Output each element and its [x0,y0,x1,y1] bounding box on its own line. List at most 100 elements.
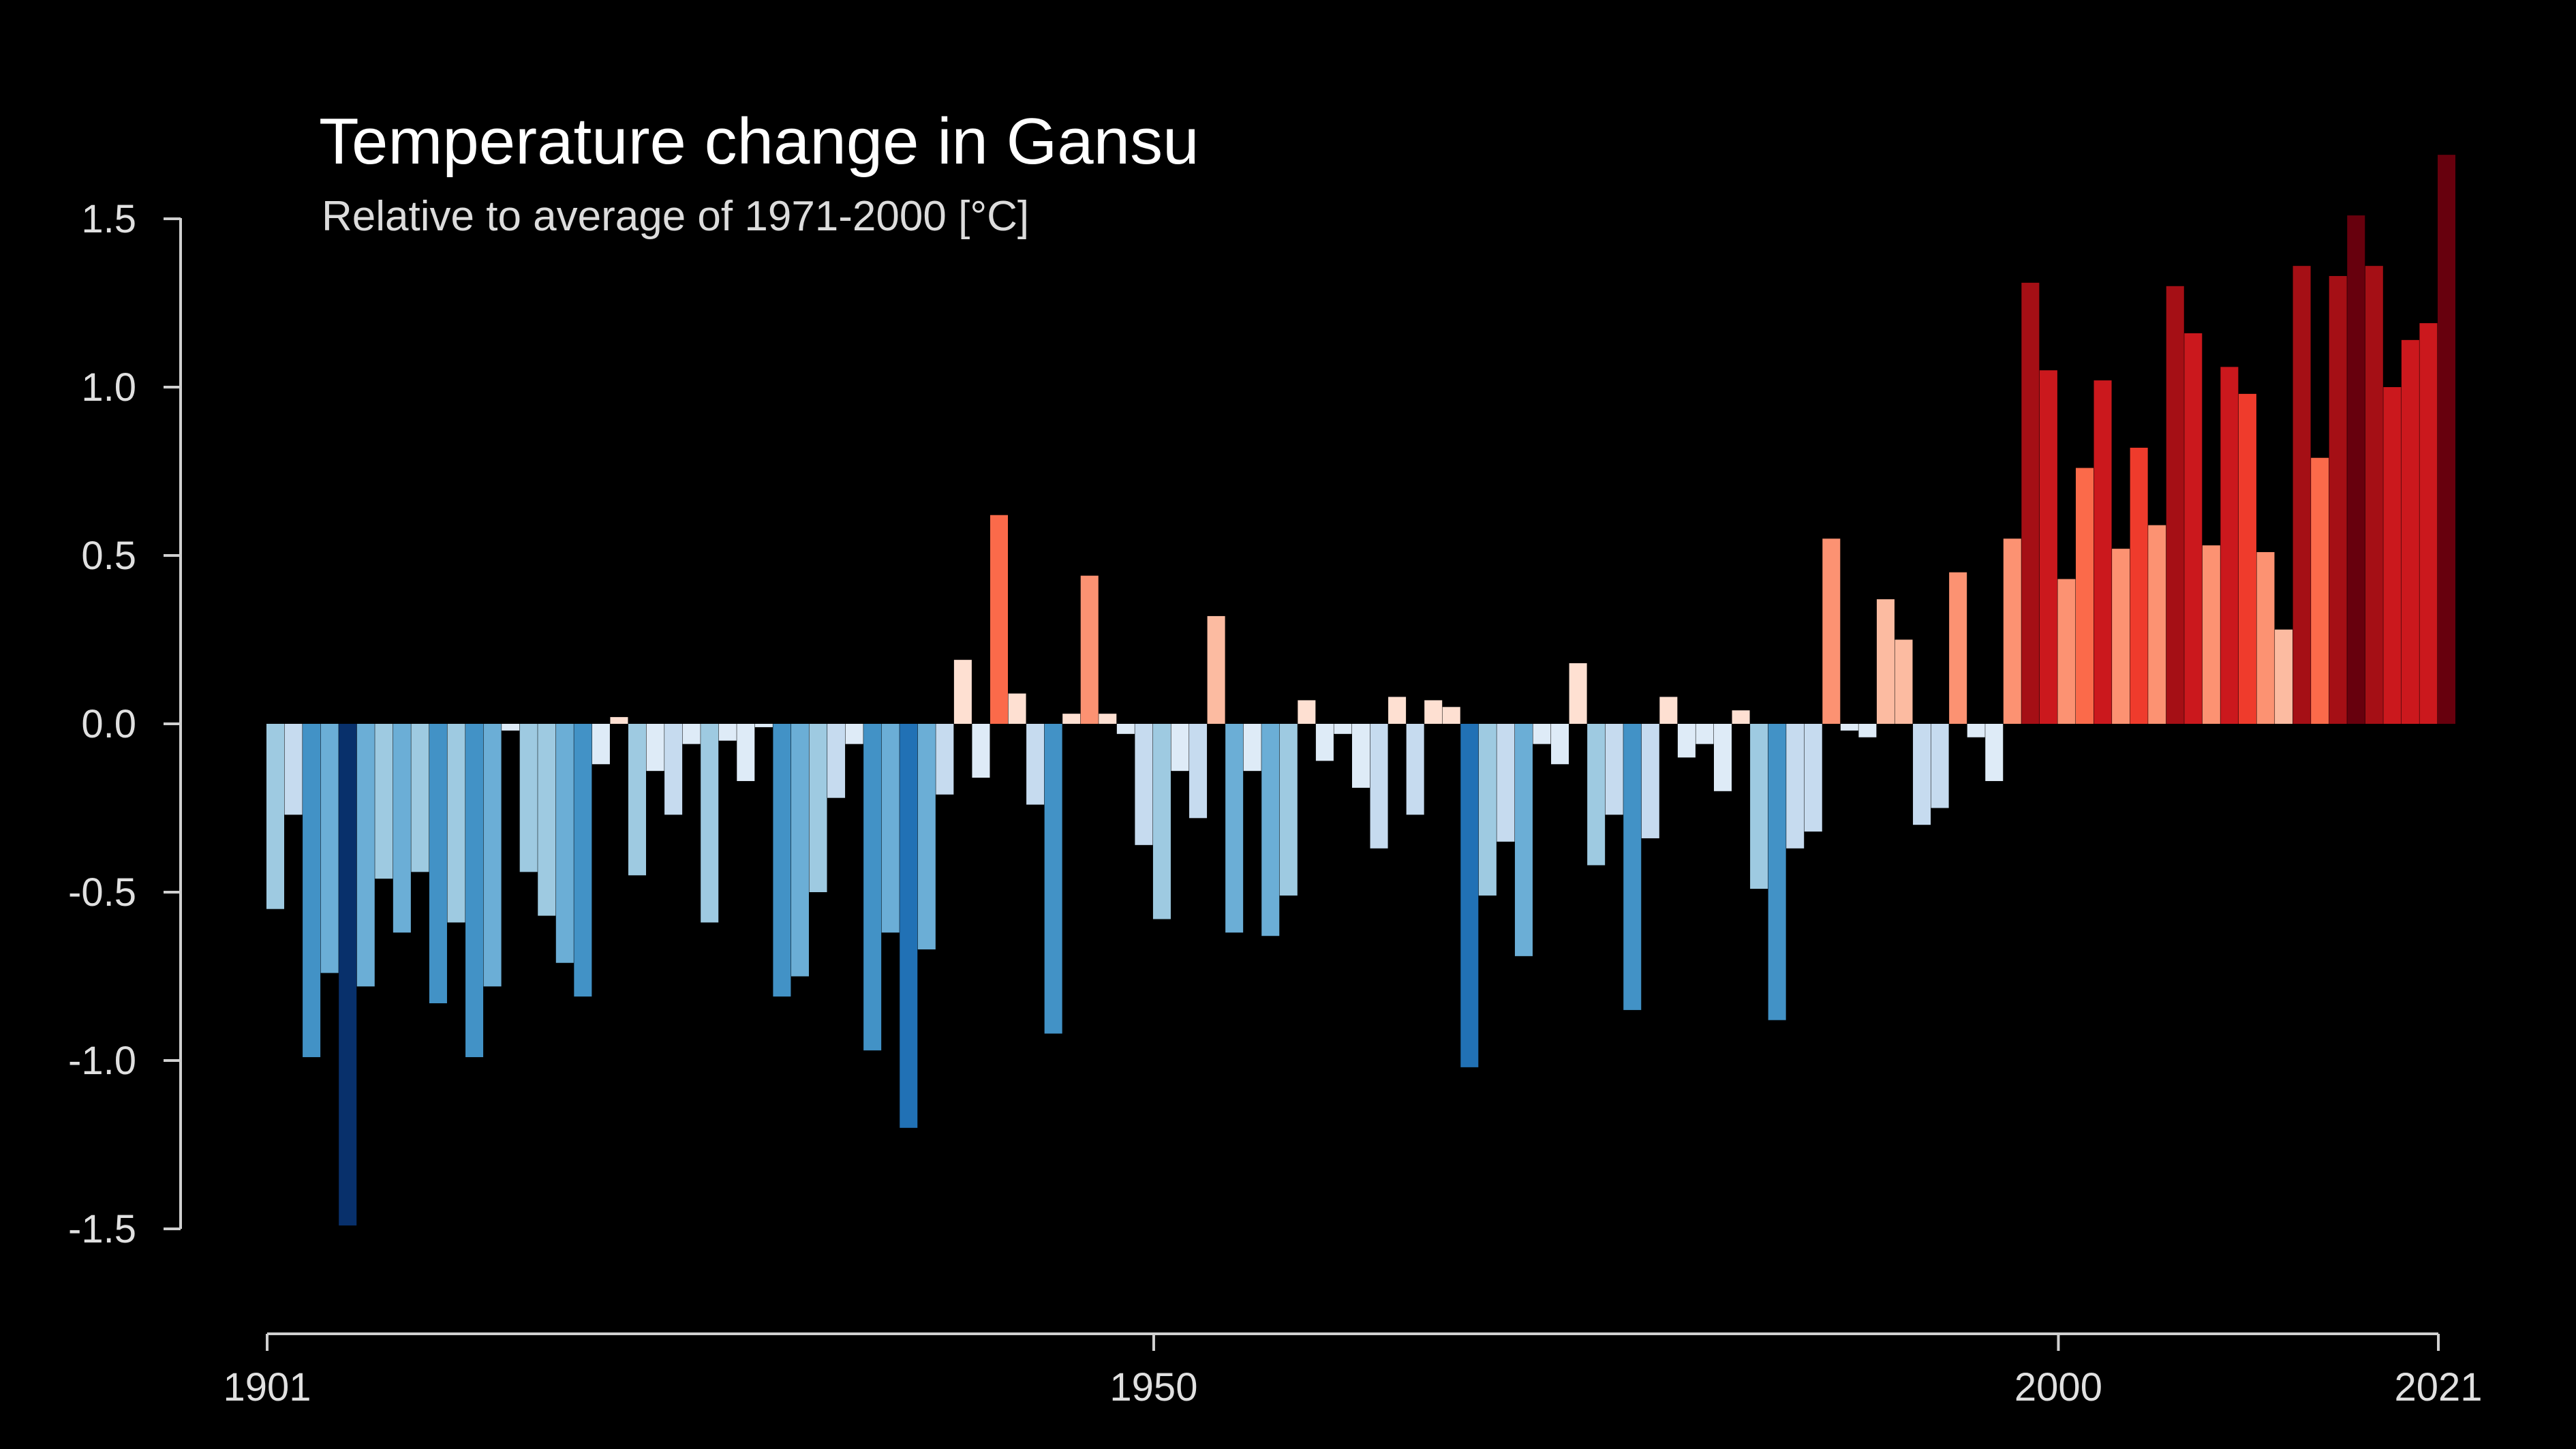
bar-1972 [1551,724,1569,765]
bar-1981 [1713,724,1732,791]
bar-1960 [1334,724,1352,734]
bar-1929 [773,724,791,997]
bar-1974 [1587,724,1606,866]
bar-2016 [2347,215,2365,724]
bar-1963 [1388,697,1407,724]
bar-2019 [2401,339,2419,724]
bar-1984 [1768,724,1786,1020]
bar-1912 [465,724,484,1058]
bar-1932 [827,724,846,798]
bar-1999 [2039,370,2057,724]
chart-subtitle: Relative to average of 1971-2000 [°C] [322,193,1029,240]
bar-2005 [2148,525,2166,724]
bar-1991 [1895,639,1913,724]
bar-1911 [447,724,465,923]
bar-1917 [555,724,574,963]
bar-2020 [2419,323,2438,724]
bar-1914 [502,724,520,731]
bar-1985 [1786,724,1805,849]
bar-1956 [1261,724,1280,936]
bar-1927 [737,724,755,781]
bar-1942 [1008,693,1026,724]
bar-1921 [628,724,647,876]
bar-2011 [2256,552,2275,724]
bar-1998 [2021,282,2040,724]
chart-title: Temperature change in Gansu [319,105,1199,178]
bar-1916 [538,724,556,916]
bar-1931 [809,724,827,892]
bar-1986 [1804,724,1822,832]
y-axis-ticks: 1.5 1.0 0.5 0.0 -0.5 -1.0 -1.5 [68,197,181,1251]
bar-1947 [1099,714,1117,724]
bar-1936 [900,724,918,1128]
x-axis-ticks: 1901 1950 2000 2021 [223,1334,2483,1409]
bars-group [266,155,2456,1226]
bar-2001 [2075,468,2094,724]
bar-1959 [1315,724,1334,761]
x-tick-label: 2000 [2014,1365,2102,1409]
bar-1906 [356,724,375,987]
bar-2010 [2238,393,2256,724]
bar-1979 [1677,724,1696,758]
bar-1968 [1478,724,1497,896]
bar-1957 [1279,724,1298,896]
bar-2017 [2365,266,2383,724]
bar-1941 [990,515,1009,724]
bar-2006 [2166,286,2184,724]
bar-1928 [754,724,773,727]
bar-1910 [429,724,447,1004]
bar-1982 [1732,710,1750,724]
bar-1949 [1135,724,1153,845]
bar-1988 [1840,724,1858,731]
bar-2007 [2184,333,2203,724]
bar-1937 [917,724,936,949]
x-tick-label: 1950 [1109,1365,1197,1409]
bar-1922 [646,724,664,772]
bar-1943 [1026,724,1045,805]
bar-2021 [2437,155,2456,724]
bar-1919 [592,724,610,765]
bar-1955 [1243,724,1261,772]
bar-1994 [1949,572,1967,724]
bar-2015 [2329,275,2347,724]
bar-1983 [1750,724,1768,889]
bar-1987 [1822,538,1841,724]
bar-2004 [2130,447,2148,724]
bar-1958 [1298,700,1316,724]
bar-1961 [1351,724,1370,788]
bar-1908 [393,724,411,933]
bar-1934 [863,724,882,1051]
bar-1924 [682,724,701,744]
x-tick-label: 1901 [223,1365,311,1409]
y-tick-label: 1.0 [81,365,136,410]
bar-2012 [2275,629,2293,724]
bar-1945 [1062,714,1081,724]
x-tick-label: 2021 [2394,1365,2482,1409]
bar-1970 [1514,724,1533,956]
bar-1903 [303,724,321,1058]
bar-1905 [339,724,357,1226]
bar-2003 [2112,549,2130,724]
bar-1948 [1116,724,1135,734]
bar-1954 [1225,724,1244,933]
bar-1978 [1659,697,1678,724]
bar-1962 [1370,724,1388,849]
bar-1904 [320,724,339,973]
bar-1923 [664,724,683,815]
bar-1902 [284,724,303,815]
bar-1925 [701,724,719,923]
bar-1971 [1533,724,1551,744]
bar-2008 [2202,545,2220,724]
bar-1930 [791,724,809,977]
bar-1969 [1497,724,1515,842]
bar-1975 [1605,724,1623,815]
bar-1939 [953,660,972,724]
bar-1907 [375,724,393,879]
bar-1973 [1569,663,1587,724]
bar-1938 [936,724,954,795]
bar-2014 [2311,457,2329,724]
bar-1901 [266,724,285,909]
bar-1933 [845,724,863,744]
bar-1977 [1641,724,1659,838]
